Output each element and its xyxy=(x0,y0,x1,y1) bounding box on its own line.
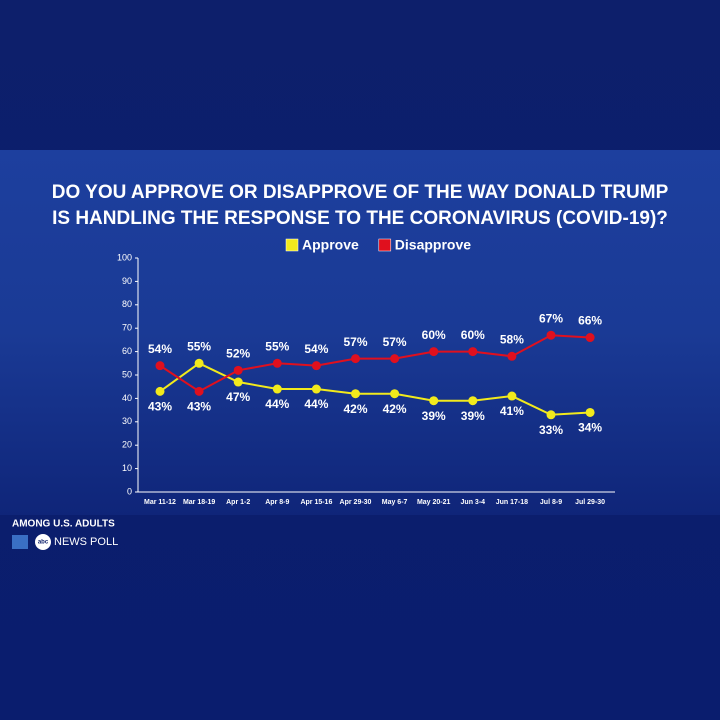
logo-box xyxy=(12,535,28,549)
value-label: 33% xyxy=(539,423,563,437)
point xyxy=(272,384,282,394)
x-tick-label: Jun 3-4 xyxy=(461,499,486,506)
point xyxy=(585,333,595,343)
x-tick-label: Jul 29-30 xyxy=(575,499,605,506)
value-label: 44% xyxy=(304,397,328,411)
value-label: 34% xyxy=(578,421,602,435)
point xyxy=(233,365,243,375)
point xyxy=(351,389,360,399)
value-label: 67% xyxy=(539,311,563,325)
point xyxy=(311,361,321,371)
x-tick-label: Jul 8-9 xyxy=(540,499,562,506)
point xyxy=(194,386,204,396)
value-label: 57% xyxy=(343,335,367,349)
point xyxy=(390,354,400,364)
point xyxy=(546,330,556,340)
value-label: 54% xyxy=(304,342,328,356)
point xyxy=(585,407,595,417)
value-label: 41% xyxy=(500,404,524,418)
y-tick-label: 100 xyxy=(117,252,132,262)
value-label: 55% xyxy=(187,339,211,353)
y-tick-label: 0 xyxy=(127,486,132,496)
value-label: 54% xyxy=(148,342,172,356)
value-label: 60% xyxy=(461,328,485,342)
note: AMONG U.S. ADULTS xyxy=(12,519,115,530)
chart-title: DO YOU APPROVE OR DISAPPROVE OF THE WAY … xyxy=(52,182,669,229)
point xyxy=(155,386,165,396)
y-tick-label: 50 xyxy=(122,369,132,379)
point xyxy=(390,389,400,399)
point xyxy=(272,358,282,368)
point xyxy=(507,391,517,401)
point xyxy=(233,377,243,387)
value-label: 52% xyxy=(226,346,250,360)
point xyxy=(194,358,204,368)
value-label: 42% xyxy=(343,402,367,416)
y-tick-label: 80 xyxy=(122,299,132,309)
x-tick-label: Apr 15-16 xyxy=(300,499,332,506)
point xyxy=(351,354,360,364)
y-tick-label: 90 xyxy=(122,276,132,286)
value-label: 43% xyxy=(187,400,211,414)
x-tick-label: Mar 18-19 xyxy=(183,499,215,506)
point xyxy=(507,351,517,361)
value-label: 66% xyxy=(578,314,602,328)
point xyxy=(468,347,478,357)
legend-label: Disapprove xyxy=(395,237,471,253)
series-line xyxy=(159,362,591,416)
value-label: 39% xyxy=(461,409,485,423)
x-tick-label: Apr 29-30 xyxy=(340,499,372,506)
x-tick-label: Apr 1-2 xyxy=(226,499,250,506)
legend-swatch xyxy=(285,238,299,252)
x-tick-label: Jun 17-18 xyxy=(496,499,528,506)
y-tick-label: 40 xyxy=(122,393,132,403)
value-label: 39% xyxy=(422,409,446,423)
x-tick-label: Apr 8-9 xyxy=(265,499,289,506)
point xyxy=(546,410,556,420)
logo: abc xyxy=(38,540,49,546)
value-label: 43% xyxy=(148,400,172,414)
legend-swatch xyxy=(378,238,392,252)
x-tick-label: May 20-21 xyxy=(417,499,451,506)
value-label: 60% xyxy=(422,328,446,342)
point xyxy=(468,396,478,406)
y-tick-label: 20 xyxy=(122,440,132,450)
source: NEWS POLL xyxy=(54,536,118,548)
y-tick-label: 60 xyxy=(122,346,132,356)
value-label: 47% xyxy=(226,390,250,404)
y-tick-label: 10 xyxy=(122,463,132,473)
value-label: 44% xyxy=(265,397,289,411)
band xyxy=(0,150,720,515)
y-tick-label: 30 xyxy=(122,416,132,426)
value-label: 55% xyxy=(265,339,289,353)
y-tick-label: 70 xyxy=(122,323,132,333)
value-label: 58% xyxy=(500,332,524,346)
series-line xyxy=(159,334,591,393)
value-label: 57% xyxy=(383,335,407,349)
point xyxy=(429,396,439,406)
legend-label: Approve xyxy=(302,237,359,253)
logo-circle xyxy=(35,534,51,550)
point xyxy=(155,361,165,371)
point xyxy=(311,384,321,394)
value-label: 42% xyxy=(383,402,407,416)
x-tick-label: May 6-7 xyxy=(382,499,408,506)
x-tick-label: Mar 11-12 xyxy=(144,499,176,506)
point xyxy=(429,347,439,357)
